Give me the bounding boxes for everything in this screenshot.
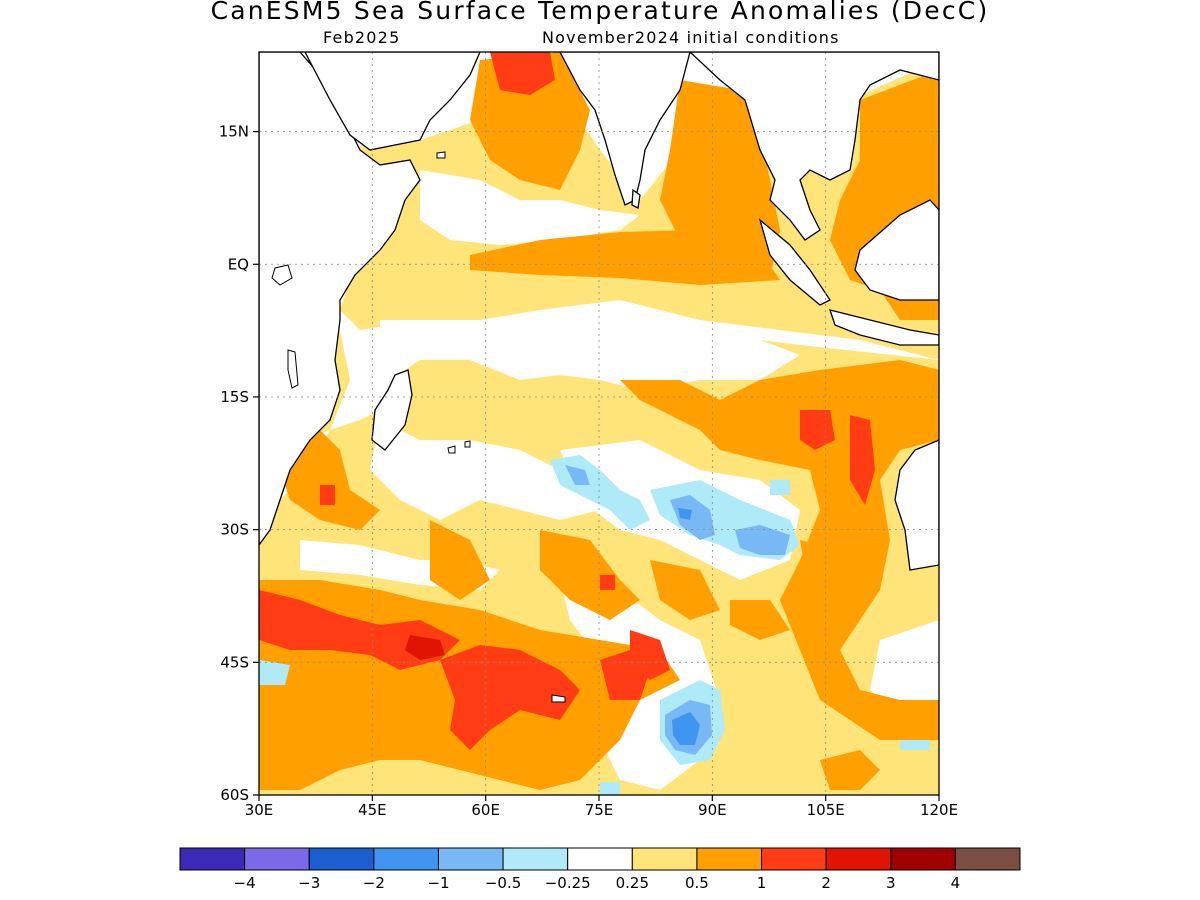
y-tick-label: EQ: [228, 255, 249, 273]
colorbar-swatch: [373, 847, 439, 871]
colorbar-swatch: [825, 847, 892, 871]
colorbar-swatch: [308, 847, 375, 871]
latitude-axis: 15N EQ 15S 30S 45S 60S: [219, 123, 259, 804]
y-tick-label: 30S: [220, 521, 249, 539]
madagascar-landmass: [371, 369, 413, 451]
forecast-month: Feb2025: [323, 28, 401, 47]
borneo-landmass: [854, 199, 939, 301]
colorbar-swatch: [502, 847, 569, 871]
colorbar-swatch: [761, 847, 827, 871]
sst-anomaly-field: [259, 52, 939, 795]
colorbar-label: −3: [298, 874, 320, 892]
initial-conditions: November2024 initial conditions: [542, 28, 840, 47]
colorbar-swatch: [437, 847, 504, 871]
australia-landmass: [894, 439, 939, 571]
colorbar-label: 2: [821, 874, 831, 892]
colorbar: [179, 847, 1021, 871]
x-tick-label: 90E: [698, 801, 727, 819]
land-masses: [259, 52, 939, 571]
colorbar-swatch: [954, 847, 1021, 871]
x-tick-label: 105E: [807, 801, 845, 819]
southeast-asia-landmass: [689, 52, 939, 241]
colorbar-swatch: [179, 847, 246, 871]
sumatra-landmass: [758, 218, 831, 306]
arabia-landmass: [304, 52, 481, 151]
africa-landmass: [259, 52, 421, 547]
colorbar-label: 1: [757, 874, 767, 892]
x-tick-label: 120E: [920, 801, 958, 819]
longitude-axis: 30E 45E 60E 75E 90E 105E 120E: [245, 795, 958, 819]
colorbar-label: 4: [951, 874, 961, 892]
x-tick-label: 60E: [471, 801, 500, 819]
y-tick-label: 15S: [220, 388, 249, 406]
colorbar-labels: −4 −3 −2 −1 −0.5 −0.25 0.25 0.5 1 2 3 4: [234, 874, 961, 892]
colorbar-swatch: [631, 847, 698, 871]
x-tick-label: 75E: [585, 801, 614, 819]
island-icon: [271, 264, 293, 286]
anomaly-band-neg1: [672, 508, 700, 745]
colorbar-label: −2: [363, 874, 385, 892]
island-icon: [447, 445, 456, 454]
y-tick-label: 60S: [220, 786, 249, 804]
colorbar-label: −0.5: [485, 874, 521, 892]
colorbar-label: 3: [886, 874, 896, 892]
colorbar-label: −4: [234, 874, 256, 892]
x-tick-label: 30E: [245, 801, 274, 819]
colorbar-swatch: [890, 847, 956, 871]
colorbar-swatch: [244, 847, 310, 871]
y-tick-label: 45S: [220, 653, 249, 671]
map-gridlines: [259, 52, 939, 795]
colorbar-label: 0.5: [685, 874, 709, 892]
y-tick-label: 15N: [219, 123, 249, 141]
small-islands: [271, 151, 566, 703]
map-title: CanESM5 Sea Surface Temperature Anomalie…: [210, 0, 990, 25]
colorbar-label: 0.25: [616, 874, 649, 892]
island-icon: [551, 694, 566, 703]
colorbar-swatch: [696, 847, 763, 871]
sri-lanka-landmass: [631, 188, 641, 209]
island-icon: [287, 349, 299, 389]
island-icon: [436, 151, 446, 159]
colorbar-swatch: [567, 847, 633, 871]
colorbar-label: −0.25: [545, 874, 591, 892]
island-icon: [464, 440, 471, 448]
x-tick-label: 45E: [358, 801, 387, 819]
colorbar-label: −1: [427, 874, 449, 892]
anomaly-band-2: [405, 635, 445, 660]
java-landmass: [829, 309, 939, 346]
